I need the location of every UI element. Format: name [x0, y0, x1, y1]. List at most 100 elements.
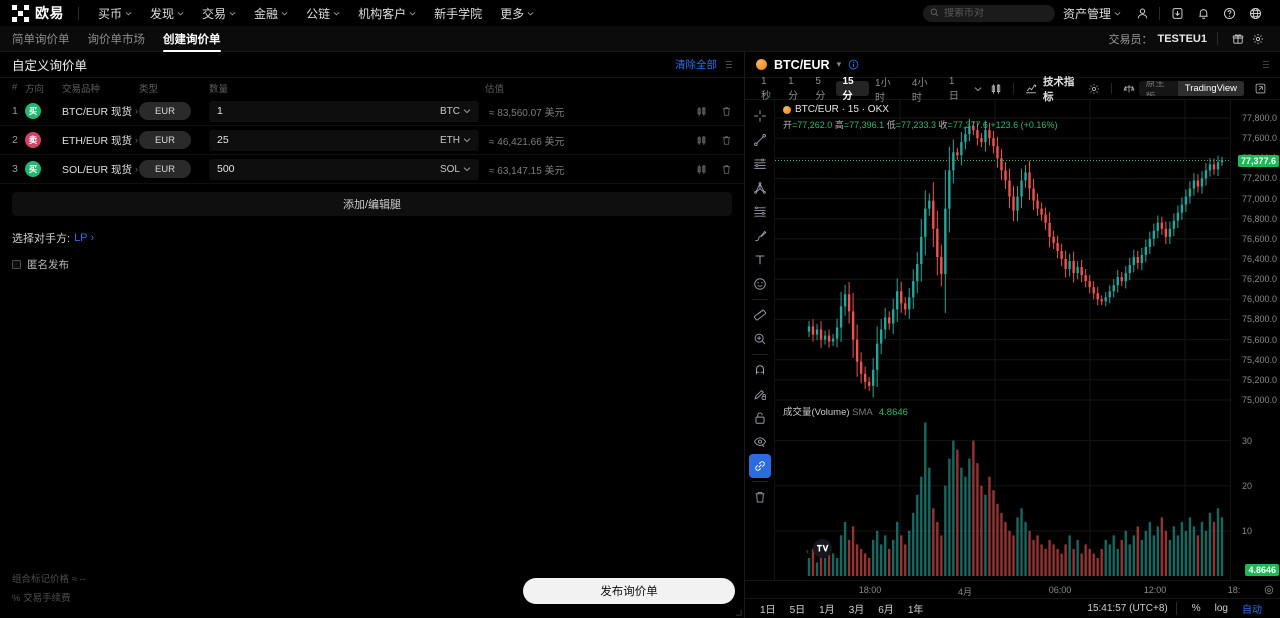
- link-icon[interactable]: [748, 454, 771, 478]
- chevron-down-icon[interactable]: ▾: [836, 59, 842, 69]
- tradingview-logo-badge[interactable]: [813, 539, 832, 558]
- instrument-selector[interactable]: ETH/EUR 现货 ›: [62, 133, 139, 148]
- tab-simple-rfq[interactable]: 简单询价单: [12, 26, 79, 52]
- type-pill-button[interactable]: EUR: [139, 131, 191, 149]
- time-axis-settings-icon[interactable]: [1264, 584, 1274, 598]
- type-pill-button[interactable]: EUR: [139, 160, 191, 178]
- measure-icon[interactable]: [749, 303, 771, 327]
- indicators-icon[interactable]: [1021, 83, 1041, 95]
- help-icon[interactable]: [1216, 0, 1242, 26]
- counterparty-selector[interactable]: LP ›: [74, 232, 94, 244]
- timeframe-1h[interactable]: 1小时: [875, 77, 891, 104]
- quantity-input[interactable]: [217, 105, 440, 117]
- bell-icon[interactable]: [1190, 0, 1216, 26]
- percent-scale-button[interactable]: %: [1191, 603, 1201, 614]
- emoji-icon[interactable]: [749, 272, 771, 296]
- scroll-left-arrow-icon[interactable]: ‹: [806, 546, 809, 556]
- range-1y[interactable]: 1年: [907, 605, 924, 616]
- side-toggle-button[interactable]: 买: [25, 103, 41, 119]
- type-pill-button[interactable]: EUR: [139, 102, 191, 120]
- delete-row-icon[interactable]: [721, 135, 732, 146]
- view-mode-native[interactable]: 原生版: [1145, 81, 1165, 96]
- fib-retracement-icon[interactable]: [749, 200, 771, 224]
- range-6mo[interactable]: 6月: [878, 605, 894, 616]
- fullscreen-icon[interactable]: [1251, 83, 1270, 94]
- crosshair-icon[interactable]: [749, 104, 771, 128]
- nav-item-trade[interactable]: 交易: [193, 0, 245, 26]
- trend-line-icon[interactable]: [749, 128, 771, 152]
- delete-row-icon[interactable]: [721, 106, 732, 117]
- chevron-down-icon[interactable]: [970, 85, 986, 93]
- auto-scale-button[interactable]: 自动: [1242, 605, 1262, 616]
- quantity-unit-selector[interactable]: BTC: [440, 106, 471, 117]
- instrument-selector[interactable]: SOL/EUR 现货 ›: [62, 162, 139, 177]
- pencil-lock-icon[interactable]: [749, 382, 771, 406]
- nav-item-finance[interactable]: 金融: [245, 0, 297, 26]
- horizontal-lines-icon[interactable]: [749, 152, 771, 176]
- clear-all-button[interactable]: 清除全部: [675, 59, 717, 71]
- tab-rfq-market[interactable]: 询价单市场: [79, 26, 155, 52]
- chart-panel-resize-handle[interactable]: [1263, 61, 1269, 68]
- anonymous-publish-row[interactable]: 匿名发布: [0, 246, 744, 272]
- quantity-unit-selector[interactable]: ETH: [440, 135, 471, 146]
- price-chart[interactable]: [775, 100, 1265, 580]
- nav-item-buy-crypto[interactable]: 买币: [89, 0, 141, 26]
- candlestick-chart-icon[interactable]: [696, 106, 707, 117]
- pitchfork-icon[interactable]: [749, 176, 771, 200]
- lock-icon[interactable]: [749, 406, 771, 430]
- log-scale-button[interactable]: log: [1214, 603, 1228, 614]
- search-input[interactable]: [943, 7, 1048, 19]
- nav-item-discover[interactable]: 发现: [141, 0, 193, 26]
- side-toggle-button[interactable]: 买: [25, 161, 41, 177]
- compare-icon[interactable]: [1119, 83, 1139, 95]
- quantity-input-wrapper[interactable]: BTC: [209, 100, 479, 122]
- timeframe-1s[interactable]: 1秒: [761, 75, 771, 102]
- add-edit-leg-button[interactable]: 添加/编辑腿: [12, 192, 732, 216]
- resize-corner-icon[interactable]: [735, 609, 742, 616]
- quantity-input-wrapper[interactable]: SOL: [209, 158, 479, 180]
- instrument-selector[interactable]: BTC/EUR 现货 ›: [62, 104, 139, 119]
- settings-icon[interactable]: [1248, 29, 1268, 49]
- view-mode-tradingview[interactable]: TradingView: [1177, 81, 1245, 96]
- nav-item-academy[interactable]: 新手学院: [425, 0, 491, 26]
- search-box[interactable]: [922, 4, 1055, 22]
- okx-logo[interactable]: 欧易: [12, 3, 64, 23]
- candlestick-chart-icon[interactable]: [696, 164, 707, 175]
- side-toggle-button[interactable]: 卖: [25, 132, 41, 148]
- price-axis[interactable]: 77,800.077,600.077,400.077,200.077,000.0…: [1230, 100, 1280, 580]
- download-icon[interactable]: [1164, 0, 1190, 26]
- zoom-in-icon[interactable]: [749, 327, 771, 351]
- nav-item-more[interactable]: 更多: [491, 0, 543, 26]
- timeframe-1d[interactable]: 1日: [948, 75, 959, 102]
- magnet-icon[interactable]: [749, 358, 771, 382]
- text-icon[interactable]: [749, 248, 771, 272]
- range-5d[interactable]: 5日: [789, 605, 806, 616]
- nav-item-asset-management[interactable]: 资产管理: [1055, 0, 1129, 26]
- quantity-input[interactable]: [217, 134, 440, 146]
- nav-item-institutional[interactable]: 机构客户: [349, 0, 425, 26]
- timeframe-1m[interactable]: 1分: [788, 75, 799, 102]
- chart-settings-icon[interactable]: [1084, 83, 1104, 95]
- eye-hide-icon[interactable]: [749, 430, 771, 454]
- timeframe-15m[interactable]: 15分: [836, 76, 870, 102]
- panel-resize-handle[interactable]: [726, 61, 732, 68]
- range-1mo[interactable]: 1月: [819, 605, 835, 616]
- gift-icon[interactable]: [1228, 29, 1248, 49]
- quantity-input-wrapper[interactable]: ETH: [209, 129, 479, 151]
- quantity-unit-selector[interactable]: SOL: [440, 164, 471, 175]
- candlestick-chart-icon[interactable]: [696, 135, 707, 146]
- timeframe-5m[interactable]: 5分: [815, 75, 826, 102]
- anonymous-checkbox[interactable]: [12, 260, 21, 269]
- publish-rfq-button[interactable]: 发布询价单: [523, 578, 735, 604]
- range-3mo[interactable]: 3月: [848, 605, 865, 616]
- info-icon[interactable]: [848, 59, 859, 70]
- brush-icon[interactable]: [749, 224, 771, 248]
- candlestick-type-icon[interactable]: [986, 83, 1006, 95]
- timeframe-4h[interactable]: 4小时: [911, 77, 928, 104]
- indicators-label[interactable]: 技术指标: [1042, 75, 1075, 103]
- trash-icon[interactable]: [749, 485, 771, 509]
- globe-icon[interactable]: [1242, 0, 1268, 26]
- user-icon[interactable]: [1129, 0, 1155, 26]
- quantity-input[interactable]: [217, 163, 440, 175]
- tab-create-rfq[interactable]: 创建询价单: [154, 26, 230, 52]
